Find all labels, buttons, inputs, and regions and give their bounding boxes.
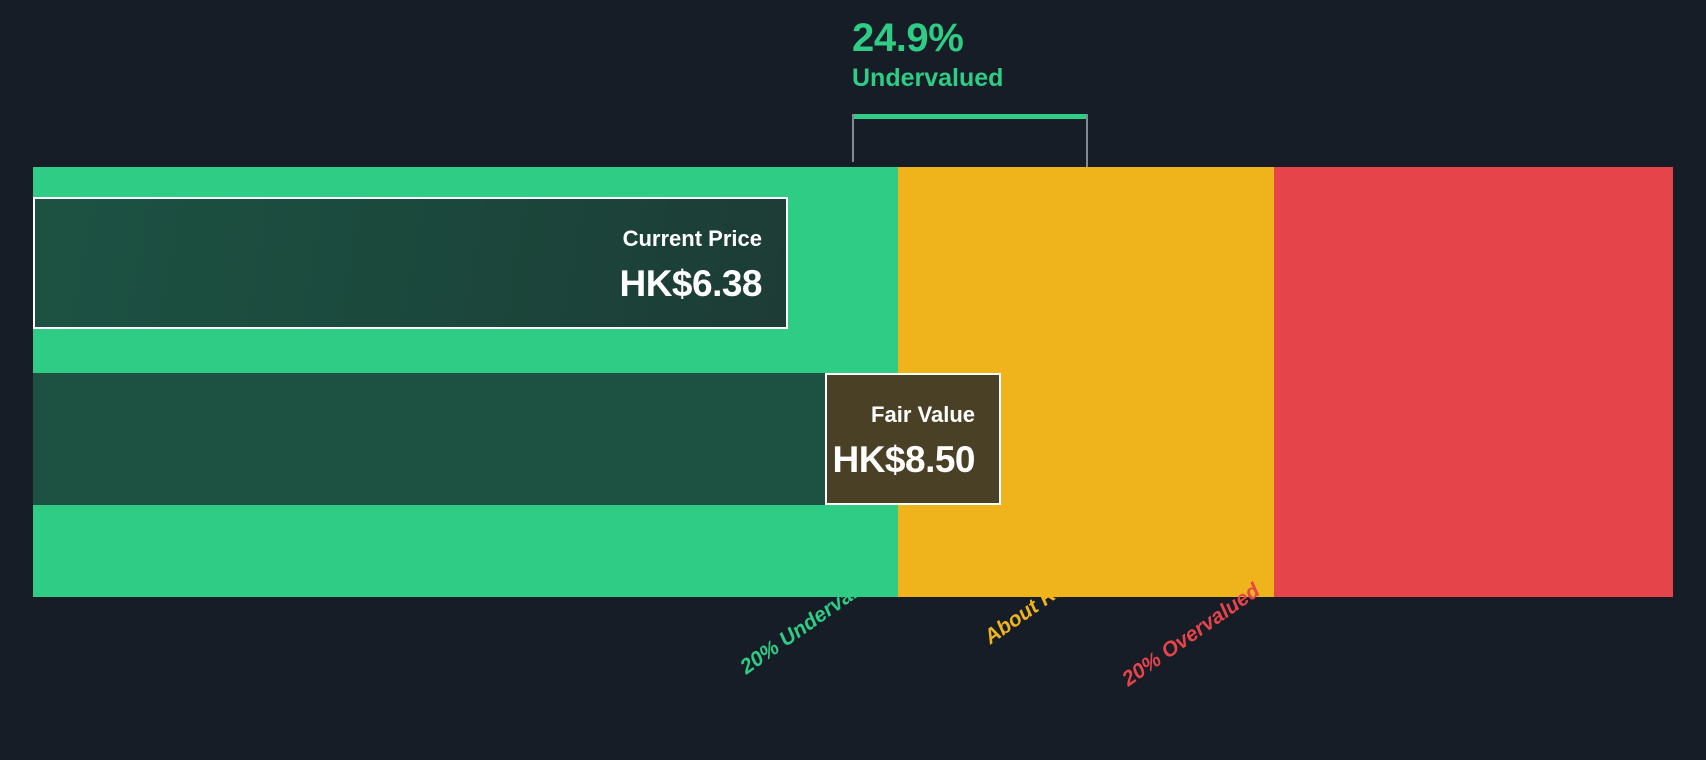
current-price-title: Current Price (622, 226, 762, 251)
fair-value-row-underlay (33, 373, 825, 505)
current-price-box[interactable]: Current Price HK$6.38 (33, 197, 788, 329)
discount-percent: 24.9% (852, 16, 964, 60)
fair-value-amount: HK$8.50 (832, 439, 975, 480)
fair-value-title: Fair Value (871, 402, 975, 427)
bracket-left-stem (852, 114, 854, 162)
bracket-top-line (852, 114, 1088, 119)
valuation-callout: 24.9% Undervalued (852, 16, 1272, 93)
band-overvalued (1274, 167, 1673, 597)
current-price-amount: HK$6.38 (619, 263, 762, 304)
bracket-right-stem (1086, 114, 1088, 162)
valuation-status-label: Undervalued (852, 63, 1004, 92)
fair-value-box[interactable]: Fair Value HK$8.50 (825, 373, 1001, 505)
